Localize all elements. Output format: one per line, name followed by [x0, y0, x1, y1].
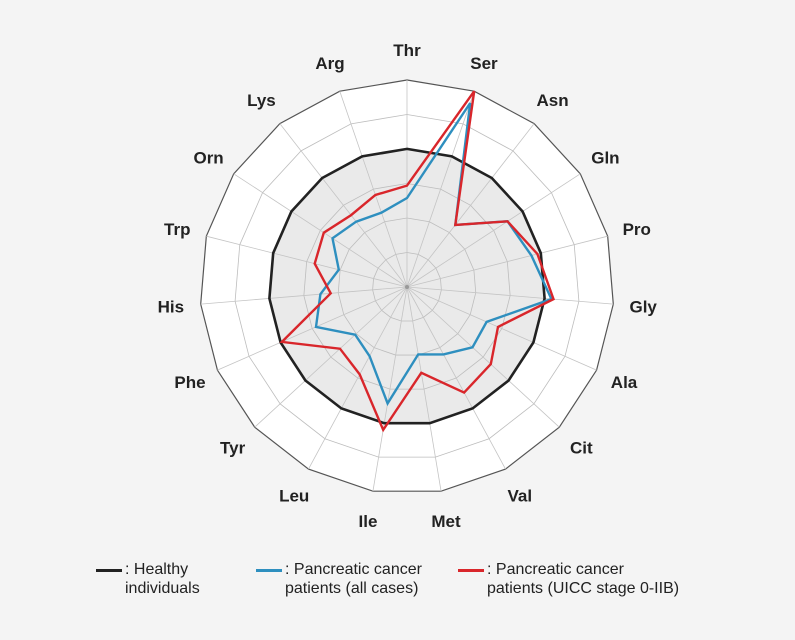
radar-spoke-leu: [308, 286, 408, 470]
legend-label-all-cases: : Pancreatic cancer patients (all cases): [285, 561, 422, 597]
radar-spoke-lys: [279, 123, 408, 288]
radar-spoke-met: [406, 286, 442, 492]
radar-chart: Thr Ser Asn Gln Pro Gly Ala Cit Val Met Ile Leu Tyr P…: [158, 41, 658, 531]
axis-label-phe: Phe: [174, 373, 205, 392]
radar-spoke-val: [406, 286, 506, 470]
axis-label-lys: Lys: [247, 91, 276, 110]
radar-spoke-tyr: [254, 286, 408, 428]
radar-spoke-asn: [406, 123, 535, 288]
radar-grid-ring: [337, 217, 477, 356]
legend-label-healthy: : Healthy individuals: [125, 561, 200, 597]
axis-label-orn: Orn: [193, 148, 223, 167]
radar-grid-ring: [303, 183, 511, 390]
radar-spoke-pro: [406, 235, 608, 288]
axis-label-ser: Ser: [470, 54, 498, 73]
radar-center: [405, 285, 409, 289]
series-line-healthy: [268, 147, 546, 425]
radar-grid-ring: [234, 114, 580, 458]
axis-label-pro: Pro: [623, 220, 651, 239]
legend-item-all-cases: : Pancreatic cancer patients (all cases): [256, 560, 422, 598]
axis-label-trp: Trp: [164, 220, 190, 239]
axis-label-his: His: [158, 298, 184, 317]
axis-label-asn: Asn: [537, 91, 569, 110]
axis-label-val: Val: [508, 486, 533, 505]
legend-swatch-healthy: [96, 569, 122, 572]
radar-spoke-ala: [406, 286, 597, 371]
axis-label-gly: Gly: [629, 298, 657, 317]
radar-spoke-gln: [406, 173, 581, 288]
radar-spoke-cit: [406, 286, 560, 428]
radar-spoke-ser: [406, 91, 475, 288]
legend-swatch-uicc-stage: [458, 569, 484, 572]
radar-spoke-ile: [372, 286, 408, 492]
axis-label-ile: Ile: [359, 512, 378, 531]
legend-item-uicc-stage: : Pancreatic cancer patients (UICC stage…: [458, 560, 679, 598]
legend-swatch-all-cases: [256, 569, 282, 572]
axis-label-gln: Gln: [591, 148, 619, 167]
axis-label-met: Met: [431, 512, 461, 531]
axis-label-tyr: Tyr: [220, 439, 246, 458]
radar-spoke-trp: [206, 235, 408, 288]
radar-spoke-gly: [406, 286, 614, 305]
legend-label-uicc-stage: : Pancreatic cancer patients (UICC stage…: [487, 561, 680, 597]
radar-spoke-phe: [217, 286, 408, 371]
legend-item-healthy: : Healthy individuals: [96, 560, 200, 598]
radar-outer-ring: [200, 79, 614, 492]
radar-spoke-orn: [233, 173, 408, 288]
axis-label-thr: Thr: [393, 41, 421, 60]
radar-spoke-arg: [339, 91, 408, 288]
axis-label-leu: Leu: [279, 486, 309, 505]
axis-label-ala: Ala: [611, 373, 638, 392]
series-line-uicc-stage: [279, 90, 555, 433]
legend: : Healthy individuals : Pancreatic cance…: [0, 560, 795, 620]
axis-label-cit: Cit: [570, 439, 593, 458]
axis-label-arg: Arg: [315, 54, 344, 73]
radar-spoke-his: [200, 286, 408, 305]
radar-grid-ring: [372, 252, 442, 322]
